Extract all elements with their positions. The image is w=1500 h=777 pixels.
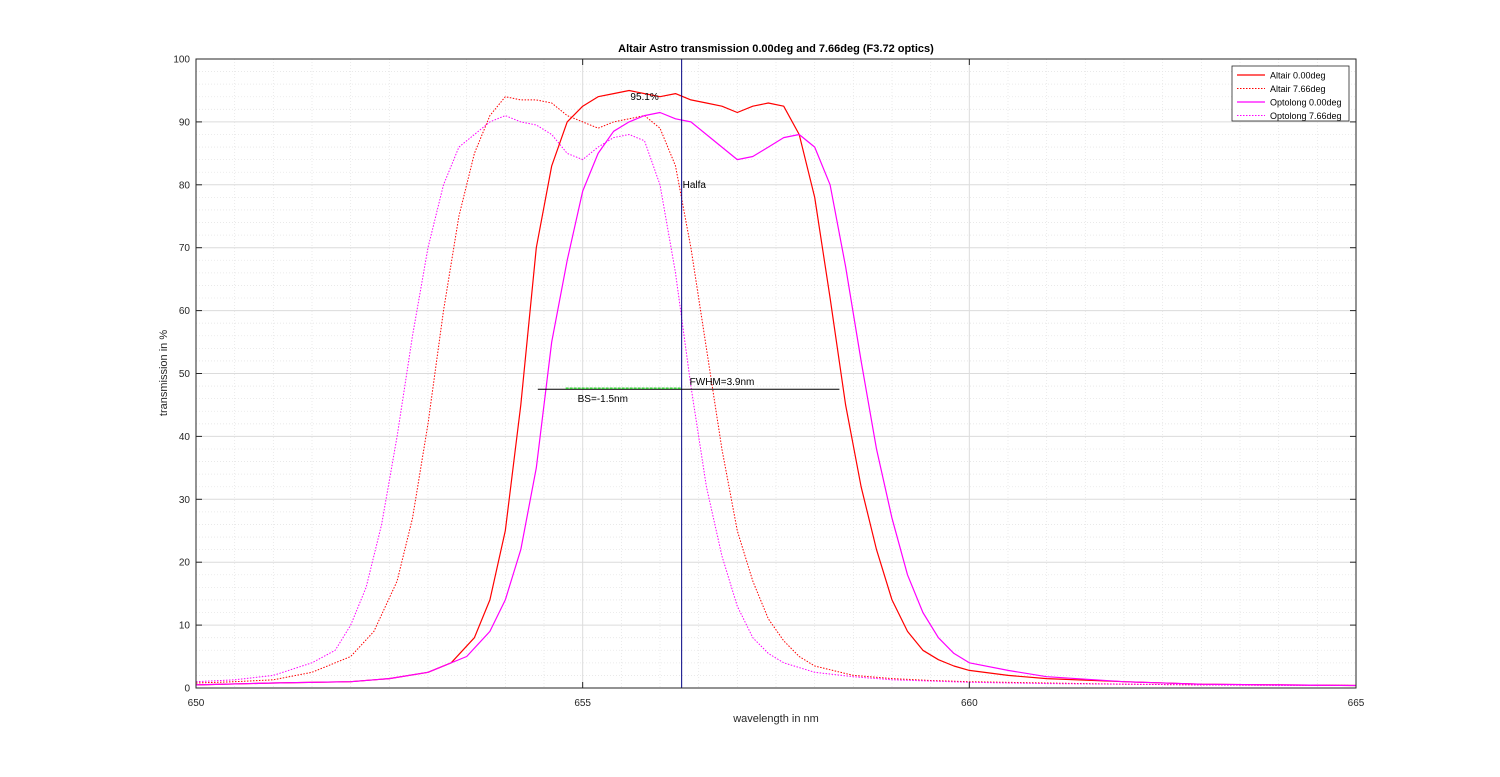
legend-entry-label: Altair 7.66deg <box>1270 84 1326 94</box>
peak-label: 95.1% <box>630 92 658 103</box>
y-tick-label: 10 <box>179 621 191 632</box>
y-tick-label: 100 <box>173 55 190 66</box>
tick-layer: 650 655 660 665 0 10 20 30 40 50 60 70 80 90 100 <box>173 55 1364 710</box>
y-tick-label: 70 <box>179 243 191 254</box>
x-tick-label: 665 <box>1348 698 1365 709</box>
y-tick-label: 40 <box>179 432 191 443</box>
x-tick-label: 660 <box>961 698 978 709</box>
x-tick-label: 650 <box>188 698 205 709</box>
y-tick-label: 20 <box>179 558 191 569</box>
series-line-altair-0-00deg <box>195 89 1357 687</box>
y-axis-label: transmission in % <box>158 330 170 416</box>
bs-label: BS=-1.5nm <box>578 394 628 405</box>
halfa-label: Halfa <box>683 180 707 191</box>
series-line-altair-7-66deg <box>195 96 1357 686</box>
series-layer <box>195 89 1357 687</box>
x-axis-label: wavelength in nm <box>732 713 819 725</box>
legend[interactable]: Altair 0.00deg Altair 7.66deg Optolong 0.0… <box>1231 65 1350 122</box>
y-tick-label: 0 <box>184 684 190 695</box>
y-tick-label: 80 <box>179 180 191 191</box>
series-line-optolong-7-66deg <box>195 115 1356 686</box>
y-tick-label: 60 <box>179 306 191 317</box>
annotation-layer: Halfa 95.1% FWHM=3.9nm BS=-1.5nm <box>537 59 840 688</box>
y-tick-label: 90 <box>179 117 191 128</box>
x-tick-label: 655 <box>574 698 591 709</box>
legend-entry-label: Optolong 0.00deg <box>1270 98 1342 108</box>
minor-grid <box>196 59 1356 688</box>
y-tick-label: 30 <box>179 495 191 506</box>
fwhm-label: FWHM=3.9nm <box>690 377 755 388</box>
series-line-optolong-0-00deg <box>195 111 1357 687</box>
legend-entry-label: Optolong 7.66deg <box>1270 111 1342 121</box>
legend-entry-label: Altair 0.00deg <box>1270 71 1326 81</box>
y-tick-label: 50 <box>179 369 191 380</box>
chart-title: Altair Astro transmission 0.00deg and 7.… <box>618 43 934 55</box>
